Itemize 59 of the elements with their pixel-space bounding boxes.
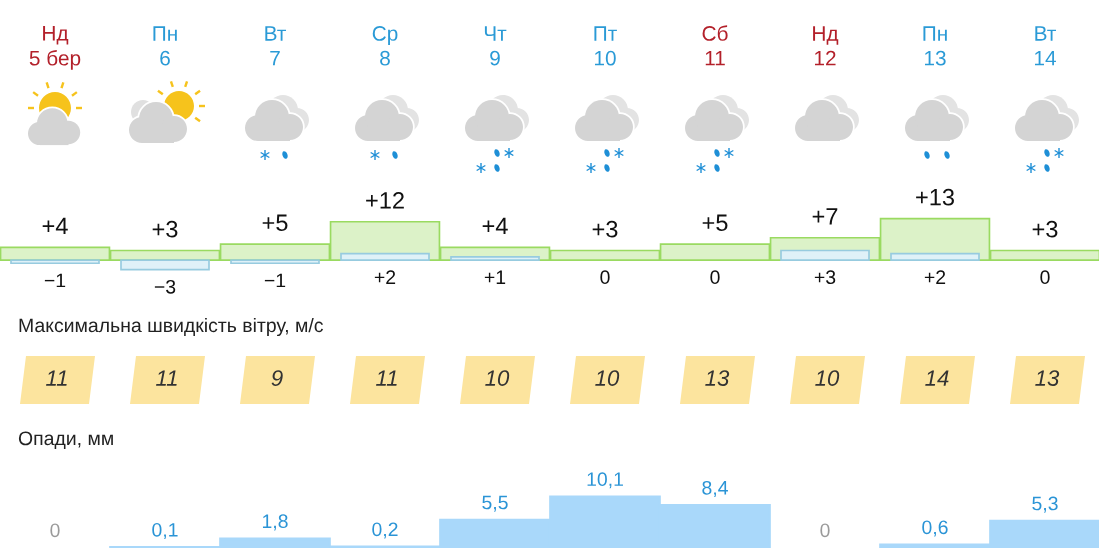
data-label: 0 [710, 270, 720, 285]
data-label: +12 [366, 192, 404, 209]
data-label: +4 [482, 217, 508, 235]
x-tick-label: Пт 10 [594, 26, 617, 66]
data-label: 0,2 [372, 522, 398, 539]
bar [450, 256, 540, 261]
data-label: 5,3 [1032, 496, 1058, 513]
x-tick-label: Ср 8 [372, 26, 398, 66]
data-label: 10 [485, 370, 510, 386]
data-label: +5 [262, 214, 288, 232]
data-label: +3 [592, 220, 618, 238]
x-tick-label: Чт 9 [484, 26, 507, 66]
data-label: +4 [42, 217, 68, 235]
bar [890, 252, 980, 261]
data-label: +2 [374, 270, 396, 284]
data-label: 13 [705, 370, 730, 386]
x-tick-label: Вт 7 [265, 26, 287, 66]
x-tick-label: Нд 5 бер [29, 26, 81, 70]
bar [230, 259, 320, 265]
data-label: +1 [484, 270, 506, 284]
data-label: +7 [812, 208, 838, 225]
data-label: 11 [376, 370, 397, 386]
data-label: +3 [814, 270, 836, 285]
data-label: 0,6 [922, 520, 948, 537]
data-label: 0 [820, 523, 830, 538]
data-label: 11 [46, 370, 67, 386]
x-tick-label: Нд 12 [813, 26, 839, 66]
data-label: 11 [156, 370, 177, 386]
data-label: −1 [264, 273, 286, 288]
data-label: 13 [1035, 370, 1060, 386]
data-label: 9 [271, 370, 283, 386]
data-label: 1,8 [262, 514, 288, 531]
data-label: +2 [924, 270, 946, 284]
data-label: +3 [1032, 220, 1058, 238]
bar [340, 252, 430, 261]
text: Максимальна швидкість вітру, м/с [19, 317, 323, 337]
data-label: +5 [702, 214, 728, 232]
chart-title: Опади, мм [18, 431, 113, 449]
x-tick-label: Сб 11 [702, 25, 728, 66]
data-label: 10,1 [587, 472, 623, 489]
data-label: 5,5 [482, 495, 508, 512]
x-tick-label: Пн 13 [923, 26, 947, 66]
data-label: 0 [600, 270, 610, 285]
data-label: +13 [916, 188, 954, 206]
bar [10, 259, 100, 265]
data-label: +3 [152, 220, 178, 238]
data-label: 10 [595, 370, 620, 386]
data-label: −3 [154, 279, 176, 294]
data-label: 0,1 [152, 522, 178, 539]
bar [780, 249, 870, 261]
x-tick-label: Пн 6 [153, 26, 177, 66]
data-label: 8,4 [702, 480, 728, 497]
data-label: 10 [815, 370, 840, 386]
x-tick-label: Вт 14 [1035, 26, 1057, 66]
data-label: −1 [44, 273, 66, 288]
bar [120, 259, 210, 271]
data-label: 14 [925, 370, 949, 386]
data-label: 0 [50, 523, 60, 538]
data-label: 0 [1040, 270, 1050, 285]
